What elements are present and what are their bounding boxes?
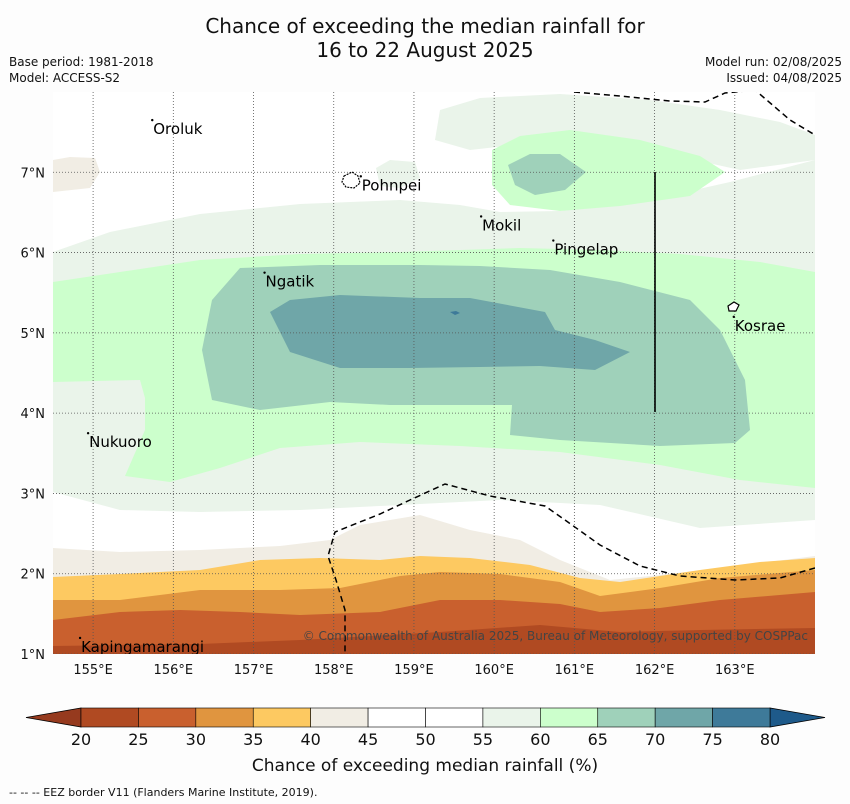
longitude-tick-label: 163°E	[715, 663, 755, 678]
region-20-25	[53, 625, 815, 654]
place-marker	[359, 175, 363, 178]
colorbar-tick-label: 65	[588, 730, 608, 749]
eez-border	[327, 92, 815, 654]
pohnpei-island	[341, 171, 361, 189]
place-label: Pohnpei	[362, 176, 422, 194]
region-75-80-speck	[450, 311, 460, 315]
graticule	[53, 92, 815, 654]
meta-left: Base period: 1981-2018 Model: ACCESS-S2	[9, 54, 154, 86]
place-marker	[151, 118, 154, 122]
base-period: Base period: 1981-2018	[9, 55, 154, 69]
longitude-tick-label: 161°E	[555, 663, 595, 678]
region-40-45-west	[53, 157, 100, 192]
colorbar-under-arrow	[25, 707, 82, 728]
title-line-2: 16 to 22 August 2025	[316, 38, 534, 62]
colorbar-segment	[597, 707, 656, 728]
colorbar-tick-label: 70	[645, 730, 665, 749]
place-marker	[732, 315, 735, 319]
colorbar	[25, 707, 826, 728]
longitude-tick-label: 160°E	[474, 663, 514, 678]
colorbar-tick-label: 45	[358, 730, 378, 749]
colorbar-segment	[654, 707, 713, 728]
copyright-text: © Commonwealth of Australia 2025, Bureau…	[303, 629, 808, 643]
meta-right: Model run: 02/08/2025 Issued: 04/08/2025	[705, 54, 842, 86]
colorbar-segment	[252, 707, 311, 728]
longitude-tick-label: 155°E	[73, 663, 113, 678]
place-label: Nukuoro	[89, 433, 152, 451]
colorbar-segment	[310, 707, 369, 728]
colorbar-tick-label: 20	[71, 730, 91, 749]
latitude-tick-label: 4°N	[21, 407, 46, 422]
colorbar-tick-label: 50	[415, 730, 435, 749]
map-title: Chance of exceeding the median rainfall …	[0, 14, 850, 62]
colorbar-segment	[195, 707, 254, 728]
place-label: Oroluk	[153, 120, 202, 138]
colorbar-tick-label: 30	[186, 730, 206, 749]
place-marker	[86, 432, 90, 435]
region-55-60-north	[435, 94, 815, 170]
region-55-60-pohnpei	[376, 160, 420, 188]
colorbar-segment	[80, 707, 139, 728]
eez-footnote: -- -- -- EEZ border V11 (Flanders Marine…	[9, 786, 318, 799]
kosrae-island	[727, 301, 740, 312]
place-label: Mokil	[482, 216, 521, 234]
latitude-tick-label: 2°N	[21, 568, 46, 583]
map-frame: Oroluk Pohnpei Mokil Pingelap Ngatik Kosrae Nu…	[53, 92, 815, 656]
colorbar-tick-label: 60	[530, 730, 550, 749]
colorbar-tick-label: 75	[702, 730, 722, 749]
longitude-tick-label: 162°E	[635, 663, 675, 678]
place-label: Ngatik	[266, 273, 315, 291]
latitude-tick-label: 5°N	[21, 327, 46, 342]
place-marker	[552, 239, 555, 242]
colorbar-segment	[540, 707, 599, 728]
longitude-tick-label: 156°E	[154, 663, 194, 678]
issued-date: Issued: 04/08/2025	[726, 71, 842, 85]
colorbar-segment	[138, 707, 197, 728]
place-label: Kapingamarangi	[81, 638, 204, 656]
colorbar-segment	[712, 707, 771, 728]
latitude-tick-label: 7°N	[21, 166, 46, 181]
longitude-tick-label: 157°E	[234, 663, 274, 678]
region-65-70-north	[508, 154, 586, 195]
place-labels: Oroluk Pohnpei Mokil Pingelap Ngatik Kosrae Nu…	[78, 118, 786, 656]
latitude-tick-label: 6°N	[21, 247, 46, 262]
place-marker	[479, 215, 483, 218]
colorbar-tick-label: 35	[243, 730, 263, 749]
colorbar-segment	[367, 707, 426, 728]
latitude-tick-label: 3°N	[21, 487, 46, 502]
colorbar-tick-label: 55	[473, 730, 493, 749]
longitude-tick-label: 159°E	[394, 663, 434, 678]
longitude-ticks: 155°E 156°E 157°E 158°E 159°E 160°E 161°E 162°E…	[73, 663, 754, 678]
title-line-1: Chance of exceeding the median rainfall …	[205, 14, 645, 38]
colorbar-over-arrow	[769, 707, 826, 728]
colorbar-ticks: 20 25 30 35 40 45 50 55 60 65 70 75 80	[71, 730, 780, 749]
latitude-tick-label: 1°N	[21, 648, 46, 663]
model-name: Model: ACCESS-S2	[9, 71, 121, 85]
place-label: Pingelap	[554, 241, 618, 259]
colorbar-segment	[425, 707, 484, 728]
colorbar-segment	[482, 707, 541, 728]
place-marker	[263, 271, 266, 274]
model-run: Model run: 02/08/2025	[704, 55, 842, 69]
colorbar-label: Chance of exceeding median rainfall (%)	[251, 756, 599, 776]
place-marker	[78, 636, 82, 640]
place-label: Kosrae	[735, 317, 786, 335]
colorbar-tick-label: 25	[128, 730, 148, 749]
colorbar-tick-label: 80	[760, 730, 780, 749]
latitude-ticks: 1°N 2°N 3°N 4°N 5°N 6°N 7°N	[21, 166, 46, 663]
longitude-tick-label: 158°E	[314, 663, 354, 678]
colorbar-tick-label: 40	[300, 730, 320, 749]
eez-border-north	[573, 92, 815, 136]
